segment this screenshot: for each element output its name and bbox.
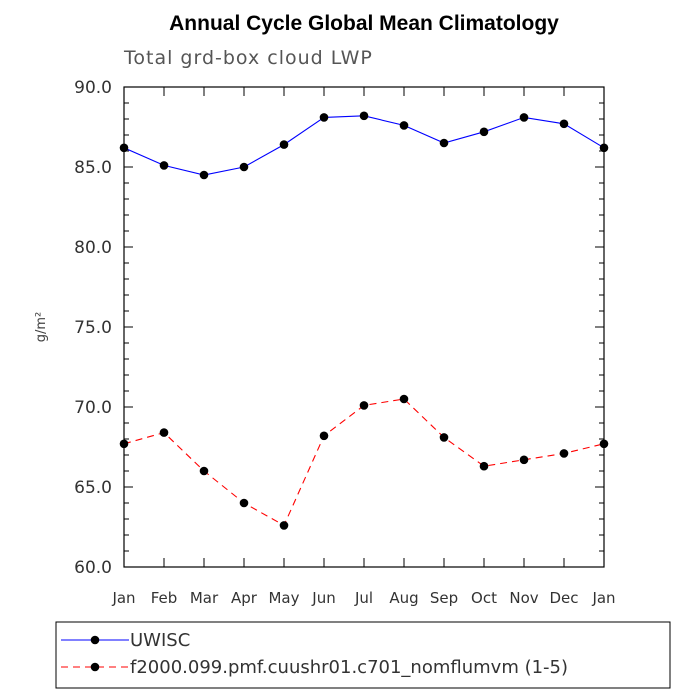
legend-box <box>55 621 671 689</box>
data-point <box>439 138 449 148</box>
data-point <box>239 498 249 508</box>
legend-label: f2000.099.pmf.cuushr01.c701_nomflumvm (1… <box>130 657 568 678</box>
data-point <box>439 433 449 442</box>
data-point <box>319 113 329 122</box>
data-point <box>239 162 249 172</box>
data-point <box>159 428 169 437</box>
x-tick-label: Feb <box>151 589 178 607</box>
x-tick-label: Mar <box>190 589 219 607</box>
series-line <box>123 398 605 527</box>
data-point <box>359 401 369 410</box>
data-point <box>559 119 569 129</box>
legend-marker <box>90 662 100 672</box>
data-point <box>399 394 409 404</box>
x-tick-label: May <box>268 589 299 607</box>
data-point <box>479 461 489 471</box>
data-point <box>199 170 209 180</box>
data-point <box>479 127 489 137</box>
x-tick-label: Jun <box>311 589 335 607</box>
legend-marker <box>90 635 100 645</box>
y-tick-label: 85.0 <box>74 158 112 178</box>
data-point <box>559 449 569 458</box>
x-tick-label: Oct <box>471 589 497 607</box>
x-tick-label: Jan <box>111 589 135 607</box>
series-layer <box>119 111 609 530</box>
data-point <box>279 521 289 530</box>
x-tick-label: Nov <box>509 589 538 607</box>
y-axis-label: g/m² <box>34 312 49 343</box>
chart-subtitle: Total grd-box cloud LWP <box>123 47 373 69</box>
data-point <box>119 143 129 153</box>
y-tick-label: 60.0 <box>74 558 112 578</box>
series-1 <box>119 111 609 180</box>
data-point <box>279 140 289 149</box>
data-point <box>399 121 409 130</box>
y-tick-label: 65.0 <box>74 478 112 498</box>
chart-title: Annual Cycle Global Mean Climatology <box>169 12 559 35</box>
data-point <box>599 439 609 449</box>
x-tick-label: Aug <box>389 589 418 607</box>
y-tick-label: 90.0 <box>74 78 112 98</box>
y-tick-label: 75.0 <box>74 318 112 338</box>
legend-label: UWISC <box>130 630 190 651</box>
axes: 60.0 65.0 70.0 75.0 80.0 85.0 90.0 Jan Feb Mar Apr… <box>74 78 615 607</box>
y-tick-label: 80.0 <box>74 238 112 258</box>
data-point <box>159 161 169 170</box>
data-point <box>519 113 529 122</box>
x-tick-label: Dec <box>549 589 578 607</box>
series-line <box>123 115 605 176</box>
x-tick-label: Jan <box>591 589 615 607</box>
plot-frame <box>123 86 605 568</box>
data-point <box>359 111 369 121</box>
legend: UWISC f2000.099.pmf.cuushr01.c701_nomflum… <box>55 621 671 689</box>
data-point <box>519 455 529 465</box>
x-tick-label: Sep <box>430 589 458 607</box>
series-2 <box>119 394 609 530</box>
data-point <box>119 439 129 449</box>
data-point <box>319 431 329 441</box>
data-point <box>199 466 209 476</box>
y-tick-label: 70.0 <box>74 398 112 418</box>
data-point <box>599 143 609 153</box>
x-tick-label: Jul <box>354 589 373 607</box>
x-tick-label: Apr <box>231 589 258 607</box>
